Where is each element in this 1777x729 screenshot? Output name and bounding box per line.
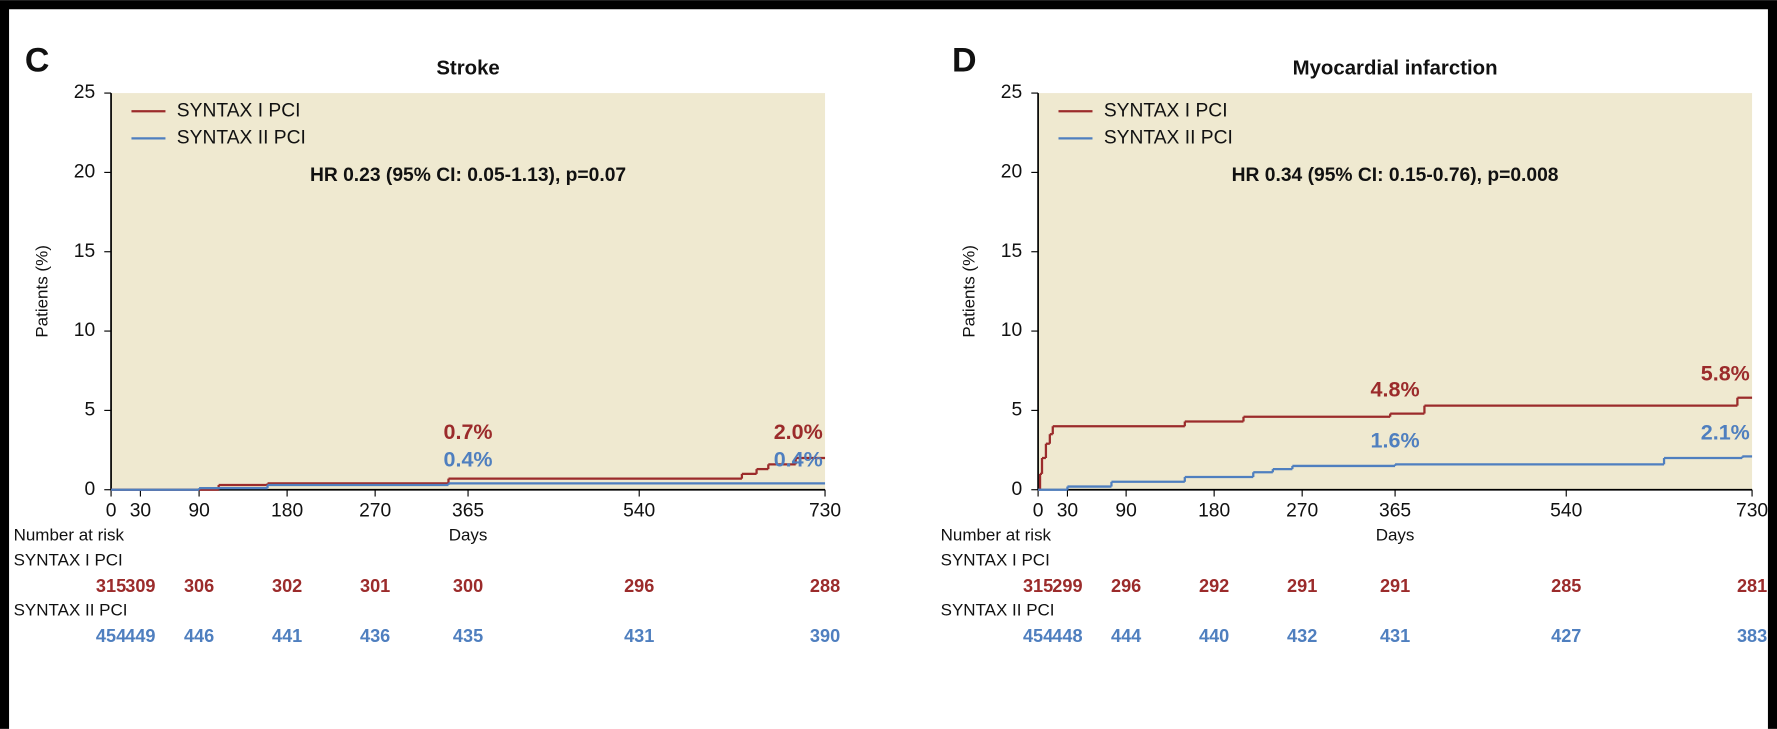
x-tick-label: 180 <box>271 500 303 521</box>
y-tick-label: 25 <box>1001 82 1022 103</box>
x-tick-label: 365 <box>452 500 484 521</box>
x-tick-label: 90 <box>188 500 209 521</box>
value-label: 2.0% <box>774 420 823 444</box>
x-tick-label: 730 <box>1736 500 1768 521</box>
risk-row-label: SYNTAX I PCI <box>14 551 123 570</box>
risk-number: 441 <box>272 626 302 646</box>
panel-label: D <box>952 41 977 79</box>
y-tick-label: 20 <box>1001 162 1022 183</box>
risk-number: 315 <box>1023 576 1053 596</box>
x-tick-label: 540 <box>1550 500 1582 521</box>
y-tick-label: 25 <box>74 82 95 103</box>
risk-number: 436 <box>360 626 390 646</box>
risk-number: 390 <box>810 626 840 646</box>
risk-number: 427 <box>1551 626 1581 646</box>
value-label: 0.4% <box>444 447 493 471</box>
risk-number: 444 <box>1111 626 1141 646</box>
risk-row-label: SYNTAX II PCI <box>14 600 128 619</box>
risk-row-label: SYNTAX II PCI <box>941 600 1055 619</box>
risk-number: 296 <box>1111 576 1141 596</box>
legend-label: SYNTAX I PCI <box>1104 100 1228 121</box>
risk-number: 302 <box>272 576 302 596</box>
legend-label: SYNTAX I PCI <box>177 100 301 121</box>
y-tick-label: 5 <box>84 399 95 420</box>
plot-background <box>1038 93 1753 490</box>
risk-number: 306 <box>184 576 214 596</box>
risk-number: 285 <box>1551 576 1581 596</box>
value-label: 0.7% <box>444 420 493 444</box>
value-label: 5.8% <box>1701 362 1750 386</box>
y-tick-label: 15 <box>74 241 95 262</box>
risk-number: 292 <box>1199 576 1229 596</box>
chart-title: Myocardial infarction <box>1293 58 1498 80</box>
legend-label: SYNTAX II PCI <box>177 128 306 149</box>
risk-number: 440 <box>1199 626 1229 646</box>
y-axis-label: Patients (%) <box>960 245 979 338</box>
risk-number: 291 <box>1380 576 1410 596</box>
x-tick-label: 0 <box>1033 500 1044 521</box>
y-tick-label: 10 <box>74 320 95 341</box>
x-tick-label: 730 <box>809 500 841 521</box>
risk-number: 435 <box>453 626 483 646</box>
y-tick-label: 0 <box>84 479 95 500</box>
risk-number: 291 <box>1287 576 1317 596</box>
x-tick-label: 540 <box>623 500 655 521</box>
risk-row-label: SYNTAX I PCI <box>941 551 1050 570</box>
risk-number: 300 <box>453 576 483 596</box>
risk-number: 383 <box>1737 626 1767 646</box>
risk-number: 309 <box>125 576 155 596</box>
x-tick-label: 270 <box>1286 500 1318 521</box>
risk-number: 454 <box>1023 626 1053 646</box>
hazard-ratio: HR 0.34 (95% CI: 0.15-0.76), p=0.008 <box>1232 165 1559 186</box>
panel-label: C <box>25 41 50 79</box>
risk-number: 446 <box>184 626 214 646</box>
value-label: 2.1% <box>1701 420 1750 444</box>
risk-number: 431 <box>1380 626 1410 646</box>
x-axis-label: Days <box>449 526 488 545</box>
x-tick-label: 365 <box>1379 500 1411 521</box>
risk-number: 449 <box>125 626 155 646</box>
risk-number: 431 <box>624 626 654 646</box>
y-tick-label: 15 <box>1001 241 1022 262</box>
x-tick-label: 30 <box>130 500 151 521</box>
y-tick-label: 20 <box>74 162 95 183</box>
chart-title: Stroke <box>436 58 499 80</box>
value-label: 1.6% <box>1371 428 1420 452</box>
y-tick-label: 5 <box>1012 399 1023 420</box>
risk-number: 288 <box>810 576 840 596</box>
x-tick-label: 0 <box>106 500 117 521</box>
y-axis-label: Patients (%) <box>33 245 52 338</box>
risk-number: 448 <box>1052 626 1082 646</box>
risk-table-title: Number at risk <box>941 526 1052 545</box>
x-axis-label: Days <box>1376 526 1415 545</box>
x-tick-label: 270 <box>359 500 391 521</box>
risk-table-title: Number at risk <box>14 526 125 545</box>
plot-background <box>111 93 826 490</box>
risk-number: 296 <box>624 576 654 596</box>
risk-number: 301 <box>360 576 390 596</box>
y-tick-label: 0 <box>1012 479 1023 500</box>
x-tick-label: 90 <box>1115 500 1136 521</box>
risk-number: 454 <box>96 626 126 646</box>
x-tick-label: 180 <box>1198 500 1230 521</box>
risk-number: 299 <box>1052 576 1082 596</box>
risk-number: 281 <box>1737 576 1767 596</box>
risk-number: 432 <box>1287 626 1317 646</box>
value-label: 0.4% <box>774 447 823 471</box>
y-tick-label: 10 <box>1001 320 1022 341</box>
value-label: 4.8% <box>1371 378 1420 402</box>
x-tick-label: 30 <box>1057 500 1078 521</box>
risk-number: 315 <box>96 576 126 596</box>
hazard-ratio: HR 0.23 (95% CI: 0.05-1.13), p=0.07 <box>310 165 626 186</box>
legend-label: SYNTAX II PCI <box>1104 128 1233 149</box>
